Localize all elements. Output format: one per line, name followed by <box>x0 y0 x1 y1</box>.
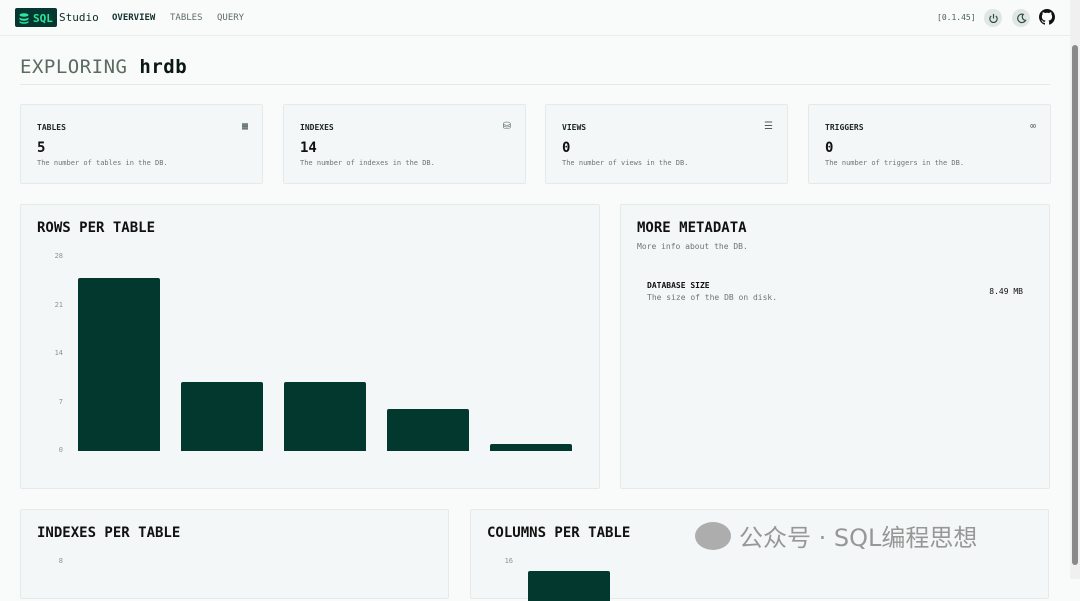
y-tick: 8 <box>58 557 63 565</box>
power-icon <box>988 13 998 23</box>
bar <box>78 277 160 451</box>
chart-title: INDEXES PER TABLE <box>37 525 181 541</box>
logo[interactable]: SQL <box>15 8 57 27</box>
nav-query[interactable]: QUERY <box>217 13 245 23</box>
stat-desc: The number of indexes in the DB. <box>300 159 435 167</box>
stat-card-views: VIEWS ☰ 0 The number of views in the DB. <box>545 104 788 184</box>
metadata-value: 8.49 MB <box>989 287 1023 296</box>
power-button[interactable] <box>984 9 1002 27</box>
y-tick: 7 <box>58 397 63 406</box>
y-tick: 14 <box>54 349 63 357</box>
database-icon <box>19 13 29 24</box>
stat-desc: The number of triggers in the DB. <box>825 159 965 167</box>
wechat-icon <box>695 521 731 550</box>
stat-value: 0 <box>562 140 571 156</box>
watermark-text: 公众号 · SQL编程思想 <box>739 524 978 552</box>
moon-icon <box>1016 13 1027 23</box>
table-icon: ▦ <box>241 121 248 132</box>
stat-card-triggers: TRIGGERS ∞ 0 The number of triggers in t… <box>808 104 1051 184</box>
stat-label: TRIGGERS <box>825 123 864 132</box>
stat-card-tables: TABLES ▦ 5 The number of tables in the D… <box>20 104 263 184</box>
app-name: Studio <box>59 11 99 24</box>
chart-title: ROWS PER TABLE <box>37 220 156 236</box>
bar <box>284 381 366 451</box>
title-prefix: EXPLORING <box>20 56 128 78</box>
y-tick: 28 <box>54 252 63 260</box>
github-link[interactable] <box>1039 9 1055 29</box>
stat-desc: The number of tables in the DB. <box>37 159 168 167</box>
top-nav: SQL Studio OVERVIEW TABLES QUERY [0.1.45… <box>0 0 1070 36</box>
stat-label: INDEXES <box>300 123 334 132</box>
bar <box>181 381 263 451</box>
bar <box>387 409 469 451</box>
metadata-panel: MORE METADATA More info about the DB. DA… <box>620 204 1050 489</box>
stat-value: 14 <box>300 140 317 156</box>
metadata-title: MORE METADATA <box>637 220 747 236</box>
metadata-desc: The size of the DB on disk. <box>647 293 778 302</box>
stat-label: TABLES <box>37 123 66 132</box>
y-tick: 16 <box>504 557 513 565</box>
nav-tables[interactable]: TABLES <box>170 13 203 23</box>
indexes-per-table-chart: INDEXES PER TABLE 8 <box>20 509 449 599</box>
y-tick: 21 <box>54 300 63 309</box>
stat-desc: The number of views in the DB. <box>562 159 689 167</box>
chart-title: COLUMNS PER TABLE <box>487 525 631 541</box>
bar <box>528 571 610 601</box>
scrollbar-thumb[interactable] <box>1072 45 1078 565</box>
metadata-label: DATABASE SIZE <box>647 281 710 290</box>
version-label: [0.1.45] <box>937 13 976 22</box>
database-icon: ⛁ <box>502 121 511 132</box>
db-name: hrdb <box>139 56 188 78</box>
nav-overview[interactable]: OVERVIEW <box>112 13 156 23</box>
rows-per-table-chart: ROWS PER TABLE 0 7 14 21 28 <box>20 204 600 489</box>
logo-text: SQL <box>33 12 53 25</box>
page-title: EXPLORING hrdb <box>20 56 187 78</box>
github-icon <box>1039 9 1055 25</box>
divider <box>20 84 1050 85</box>
y-tick: 0 <box>58 446 63 454</box>
stat-label: VIEWS <box>562 123 587 132</box>
stat-card-indexes: INDEXES ⛁ 14 The number of indexes in th… <box>283 104 526 184</box>
bar <box>490 444 572 451</box>
stat-value: 0 <box>825 140 834 156</box>
stat-value: 5 <box>37 140 46 156</box>
theme-toggle[interactable] <box>1012 9 1030 27</box>
metadata-subtitle: More info about the DB. <box>637 242 748 251</box>
scrollbar[interactable] <box>1070 0 1080 579</box>
link-icon: ∞ <box>1029 121 1036 132</box>
watermark: 公众号 · SQL编程思想 <box>695 518 977 553</box>
search-list-icon: ☰ <box>764 121 773 132</box>
